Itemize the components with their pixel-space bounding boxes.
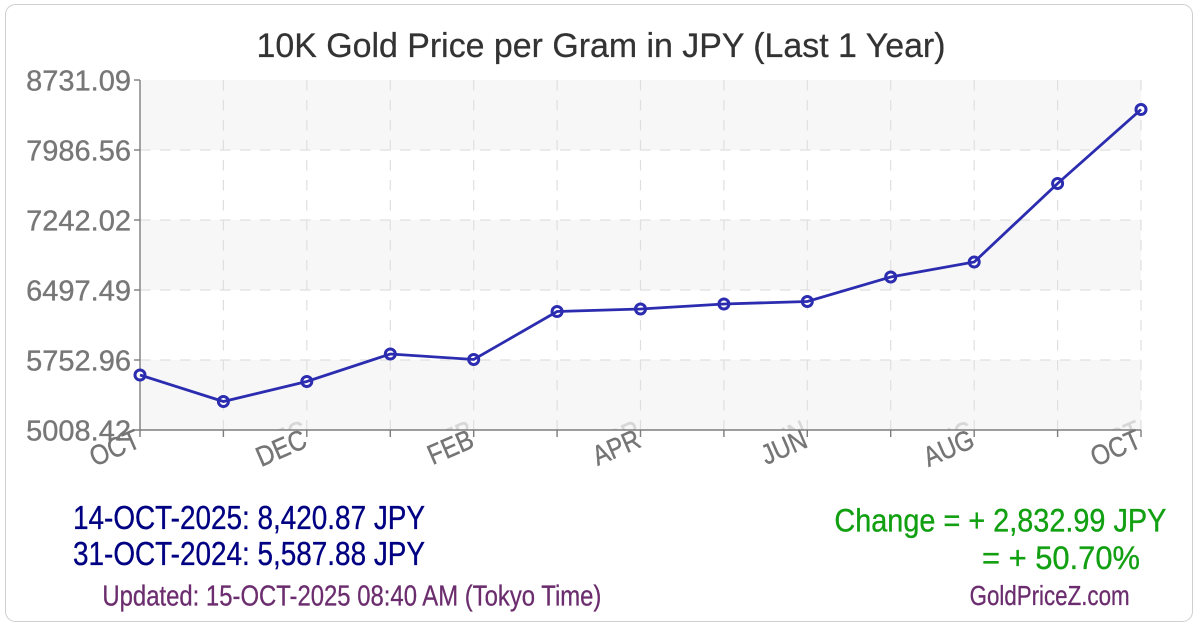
svg-text:Change = + 2,832.99 JPY: Change = + 2,832.99 JPY xyxy=(834,503,1166,539)
svg-text:14-OCT-2025: 8,420.87 JPY: 14-OCT-2025: 8,420.87 JPY xyxy=(73,500,425,537)
svg-text:JUN: JUN xyxy=(756,423,811,470)
svg-text:= + 50.70%: = + 50.70% xyxy=(982,540,1140,576)
svg-text:31-OCT-2024: 5,587.88 JPY: 31-OCT-2024: 5,587.88 JPY xyxy=(73,536,425,573)
svg-text:6497.49: 6497.49 xyxy=(26,275,131,307)
svg-text:5752.96: 5752.96 xyxy=(26,345,131,377)
svg-text:5008.42: 5008.42 xyxy=(26,415,131,447)
svg-text:7242.02: 7242.02 xyxy=(26,205,131,237)
svg-text:GoldPriceZ.com: GoldPriceZ.com xyxy=(970,580,1130,611)
svg-text:8731.09: 8731.09 xyxy=(26,65,131,97)
svg-text:7986.56: 7986.56 xyxy=(26,135,131,167)
svg-text:Updated: 15-OCT-2025 08:40 AM: Updated: 15-OCT-2025 08:40 AM (Tokyo Tim… xyxy=(102,581,601,613)
svg-text:10K Gold Price per Gram in JPY: 10K Gold Price per Gram in JPY (Last 1 Y… xyxy=(257,27,946,65)
